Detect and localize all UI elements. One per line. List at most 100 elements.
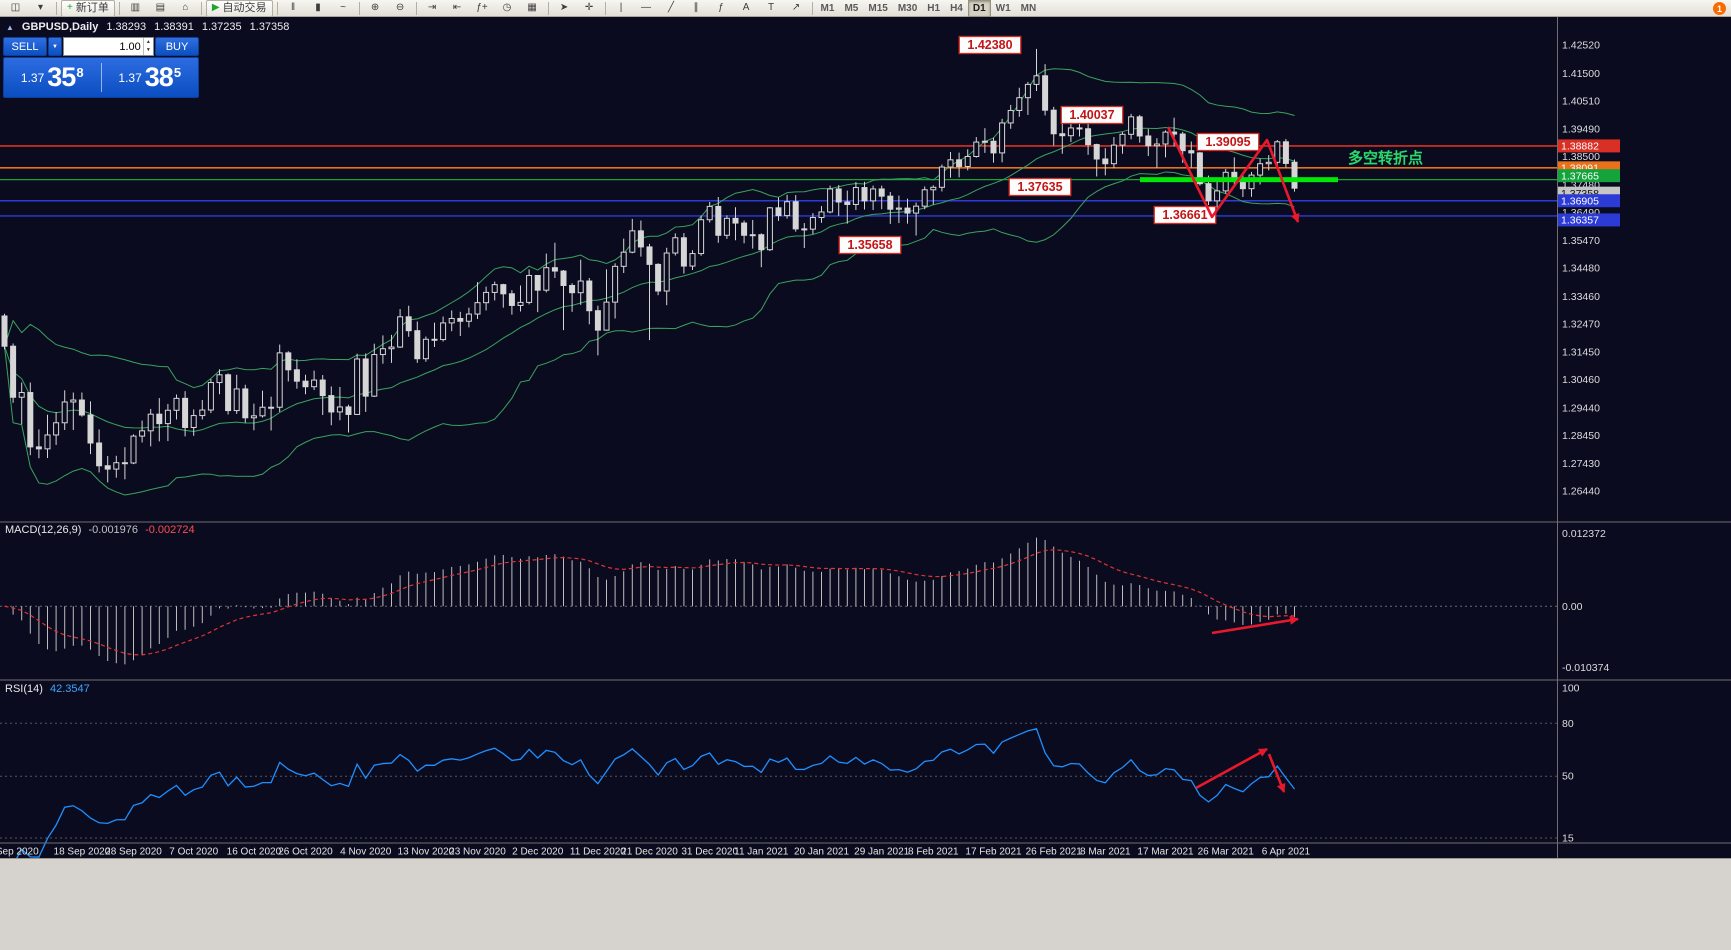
time-axis-label: 11 Dec 2020 <box>570 847 626 858</box>
timeframe-m1-button[interactable]: M1 <box>820 2 835 14</box>
time-axis-label: 8 Feb 2021 <box>908 847 959 858</box>
rsi-axis-label: 80 <box>1562 718 1574 730</box>
templates-icon: ▦ <box>527 2 537 13</box>
volume-input[interactable] <box>64 38 143 55</box>
timeframe-h4-button[interactable]: H4 <box>950 2 963 14</box>
rsi-rebound-arrow-drawing[interactable] <box>1195 747 1268 790</box>
rsi-line <box>16 727 1296 858</box>
line-chart-mode-button[interactable]: ~ <box>332 0 355 17</box>
chart-shift-button[interactable]: ⇤ <box>446 0 469 17</box>
time-axis-label: 16 Oct 2020 <box>227 847 282 858</box>
indicators-list-button[interactable]: ƒ+ <box>471 0 494 17</box>
price-label-annotation[interactable] <box>958 35 1022 55</box>
buy-button[interactable]: BUY <box>155 37 199 56</box>
fibonacci-button[interactable]: ƒ <box>710 0 733 17</box>
notifications-badge[interactable]: 1 <box>1713 2 1726 15</box>
chart-canvas[interactable]: 0.0123720.00-0.0103741008050151.425201.4… <box>0 0 1731 858</box>
templates-button[interactable]: ▦ <box>521 0 544 17</box>
periods-icon: ◷ <box>502 2 512 13</box>
chart-list-button[interactable]: ▾ <box>29 0 52 17</box>
price-label-annotation[interactable] <box>838 235 902 255</box>
timeframe-w1-button[interactable]: W1 <box>995 2 1011 14</box>
market-watch-button[interactable]: ▥ <box>124 0 147 17</box>
cursor-button[interactable]: ➤ <box>553 0 576 17</box>
price-axis-tick: 1.41500 <box>1562 68 1600 80</box>
price-label-annotation-text: 1.37635 <box>1017 180 1062 194</box>
price-axis-tick: 1.27430 <box>1562 458 1600 470</box>
axis-price-tag-text: 1.36905 <box>1561 196 1599 208</box>
new-chart-button[interactable]: ◫ <box>4 0 27 17</box>
macd-main-value: -0.001976 <box>88 524 139 536</box>
zoom-out-icon: ⊖ <box>395 2 405 13</box>
sell-button[interactable]: SELL <box>3 37 47 56</box>
macd-axis-min: -0.010374 <box>1562 662 1609 674</box>
timeframe-m5-button[interactable]: M5 <box>844 2 859 14</box>
axis-price-tag[interactable] <box>1558 213 1620 227</box>
navigator-button[interactable]: ⌂ <box>174 0 197 17</box>
trendline-button[interactable]: ╱ <box>660 0 683 17</box>
timeframe-d1-button[interactable]: D1 <box>967 0 991 17</box>
main-toolbar: ◫ ▾ + 新订单 ▥ ▤ ⌂ ▶ 自动交易 ‖ ▮ ~ ⊕ ⊖ ⇥ ⇤ ƒ+ ◷ ▦ ➤ ✛ | — ╱ ∥ ƒ A T ↗ M1 M5 M… <box>0 0 1731 17</box>
toolbar-separator <box>118 1 120 15</box>
price-axis-tick: 1.42520 <box>1562 40 1600 52</box>
price-zigzag-arrow-drawing[interactable] <box>1166 126 1300 223</box>
price-label-annotation[interactable] <box>1060 105 1124 125</box>
crosshair-button[interactable]: ✛ <box>578 0 601 17</box>
axis-price-tag-text: 1.38882 <box>1561 141 1599 153</box>
volume-down-icon[interactable]: ▼ <box>145 47 151 54</box>
price-label-annotation[interactable] <box>1008 177 1072 197</box>
price-axis-tick: 1.40510 <box>1562 95 1600 107</box>
timeframe-h1-button[interactable]: H1 <box>927 2 941 14</box>
time-axis-label: 4 Nov 2020 <box>340 847 392 858</box>
volume-up-icon[interactable]: ▲ <box>145 38 151 45</box>
candlestick-mode-icon: ▮ <box>315 2 321 13</box>
time-axis-label: 2 Dec 2020 <box>512 847 564 858</box>
text-tool-button[interactable]: A <box>735 0 758 17</box>
buy-price-prefix: 1.37 <box>118 70 142 85</box>
equidistant-channel-icon: ∥ <box>693 2 699 13</box>
one-click-panel-toggle-icon[interactable]: ▲ <box>6 22 14 32</box>
vertical-line-button[interactable]: | <box>610 0 633 17</box>
sell-price-display[interactable]: 1.37 35 8 <box>4 58 101 97</box>
macd-axis-max: 0.012372 <box>1562 528 1606 540</box>
candlestick-mode-button[interactable]: ▮ <box>307 0 330 17</box>
bar-chart-mode-button[interactable]: ‖ <box>282 0 305 17</box>
zoom-out-button[interactable]: ⊖ <box>389 0 412 17</box>
zoom-in-button[interactable]: ⊕ <box>364 0 387 17</box>
rsi-drop-arrow-drawing[interactable] <box>1267 753 1286 793</box>
new-order-button[interactable]: + 新订单 <box>61 0 115 17</box>
equidistant-channel-button[interactable]: ∥ <box>685 0 708 17</box>
timeframe-m30-button[interactable]: M30 <box>897 2 918 14</box>
volume-field: ▲ ▼ <box>63 37 154 56</box>
order-type-dropdown-icon[interactable]: ▼ <box>48 37 62 56</box>
auto-scroll-button[interactable]: ⇥ <box>421 0 444 17</box>
chart-background <box>0 17 1731 858</box>
price-label-annotation[interactable] <box>1196 132 1260 152</box>
new-order-icon: + <box>67 2 73 13</box>
timeframe-m15-button[interactable]: M15 <box>868 2 888 14</box>
time-axis-label: 13 Nov 2020 <box>398 847 455 858</box>
buy-price-display[interactable]: 1.37 38 5 <box>102 58 199 97</box>
price-label-annotation[interactable] <box>1153 205 1217 225</box>
arrows-tool-icon: ↗ <box>791 2 801 13</box>
price-axis-tick: 1.33460 <box>1562 291 1600 303</box>
data-window-button[interactable]: ▤ <box>149 0 172 17</box>
arrows-tool-button[interactable]: ↗ <box>785 0 808 17</box>
timeframe-mn-button[interactable]: MN <box>1020 2 1037 14</box>
axis-price-tag-text: 1.37665 <box>1561 170 1599 182</box>
axis-price-tag[interactable] <box>1558 169 1620 183</box>
chinese-note-annotation[interactable]: 多空转折点 <box>1348 149 1423 167</box>
toolbar-items: ◫ ▾ + 新订单 ▥ ▤ ⌂ ▶ 自动交易 ‖ ▮ ~ ⊕ ⊖ ⇥ ⇤ ƒ+ ◷ ▦ ➤ ✛ | — ╱ ∥ ƒ A T ↗ M1 M5 M… <box>3 0 1728 17</box>
axis-price-tag[interactable] <box>1558 194 1620 208</box>
autotrading-icon: ▶ <box>211 2 220 13</box>
text-label-tool-button[interactable]: T <box>760 0 783 17</box>
macd-axis-zero: 0.00 <box>1562 601 1583 613</box>
toolbar-separator <box>547 1 549 15</box>
horizontal-line-button[interactable]: — <box>635 0 658 17</box>
macd-projection-arrow-drawing[interactable] <box>1211 615 1299 635</box>
navigator-icon: ⌂ <box>182 2 189 13</box>
sell-price-big: 35 <box>47 62 76 92</box>
autotrading-button[interactable]: ▶ 自动交易 <box>205 0 273 17</box>
periods-button[interactable]: ◷ <box>496 0 519 17</box>
axis-price-tag[interactable] <box>1558 139 1620 153</box>
